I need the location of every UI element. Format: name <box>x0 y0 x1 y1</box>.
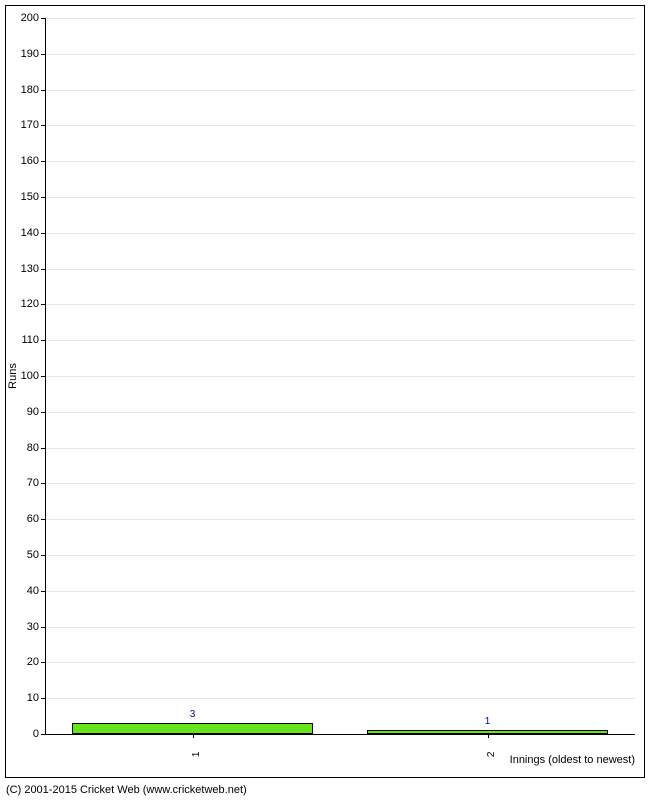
y-tick-label: 110 <box>9 334 39 346</box>
y-tick-label: 90 <box>9 406 39 418</box>
x-axis-line <box>45 734 635 735</box>
y-axis-line <box>45 18 46 734</box>
y-tick-label: 10 <box>9 692 39 704</box>
x-tick-mark <box>488 734 489 738</box>
y-tick-label: 120 <box>9 298 39 310</box>
y-tick-label: 50 <box>9 549 39 561</box>
y-tick-label: 0 <box>9 728 39 740</box>
x-tick-mark <box>193 734 194 738</box>
bar <box>72 723 314 734</box>
gridline <box>45 412 635 413</box>
bar-value-label: 3 <box>190 709 196 720</box>
gridline <box>45 54 635 55</box>
y-tick-label: 70 <box>9 477 39 489</box>
copyright-text: (C) 2001-2015 Cricket Web (www.cricketwe… <box>6 784 247 796</box>
x-tick-label: 2 <box>486 752 497 758</box>
gridline <box>45 161 635 162</box>
plot-area <box>45 18 635 734</box>
y-tick-label: 80 <box>9 442 39 454</box>
gridline <box>45 662 635 663</box>
gridline <box>45 90 635 91</box>
gridline <box>45 555 635 556</box>
y-tick-label: 190 <box>9 48 39 60</box>
gridline <box>45 519 635 520</box>
gridline <box>45 448 635 449</box>
y-tick-label: 60 <box>9 513 39 525</box>
gridline <box>45 197 635 198</box>
gridline <box>45 125 635 126</box>
gridline <box>45 698 635 699</box>
y-tick-label: 180 <box>9 84 39 96</box>
y-tick-label: 30 <box>9 621 39 633</box>
y-tick-label: 140 <box>9 227 39 239</box>
chart-frame: Runs Innings (oldest to newest) (C) 2001… <box>0 0 650 800</box>
gridline <box>45 18 635 19</box>
x-axis-title: Innings (oldest to newest) <box>510 754 635 766</box>
y-tick-label: 100 <box>9 370 39 382</box>
gridline <box>45 591 635 592</box>
y-tick-label: 150 <box>9 191 39 203</box>
gridline <box>45 304 635 305</box>
y-tick-label: 40 <box>9 585 39 597</box>
y-tick-label: 160 <box>9 155 39 167</box>
gridline <box>45 376 635 377</box>
gridline <box>45 627 635 628</box>
gridline <box>45 483 635 484</box>
y-tick-label: 200 <box>9 12 39 24</box>
y-tick-label: 20 <box>9 656 39 668</box>
bar-value-label: 1 <box>485 716 491 727</box>
y-tick-label: 170 <box>9 119 39 131</box>
gridline <box>45 233 635 234</box>
gridline <box>45 269 635 270</box>
y-tick-label: 130 <box>9 263 39 275</box>
x-tick-label: 1 <box>191 752 202 758</box>
gridline <box>45 340 635 341</box>
